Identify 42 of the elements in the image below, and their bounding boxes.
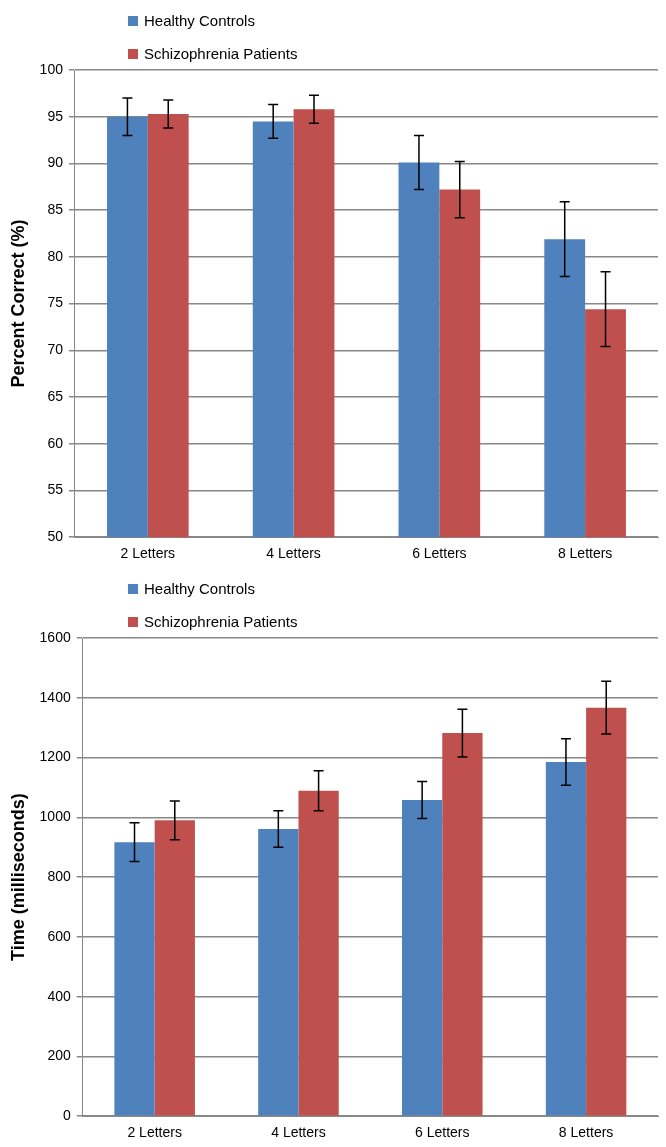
legend-label: Healthy Controls [144, 580, 255, 597]
bar [298, 790, 339, 1116]
x-tick-label: 4 Letters [271, 1124, 326, 1141]
x-tick-label: 6 Letters [412, 545, 467, 562]
y-tick-label: 80 [47, 247, 64, 264]
bar [402, 799, 443, 1116]
y-tick-label: 800 [47, 867, 71, 884]
y-tick-label: 60 [47, 434, 64, 451]
y-tick-label: 0 [62, 1107, 71, 1124]
y-axis-title: Percent Correct (%) [7, 219, 28, 388]
x-tick-label: 8 Letters [558, 1124, 614, 1141]
bar [442, 733, 483, 1116]
y-tick-label: 90 [47, 154, 64, 171]
x-tick-label: 6 Letters [415, 1124, 470, 1141]
x-tick-label: 8 Letters [557, 545, 613, 562]
bar [114, 842, 155, 1116]
y-tick-label: 55 [47, 481, 64, 498]
bar [258, 828, 299, 1116]
x-tick-label: 2 Letters [127, 1124, 182, 1141]
legend-label: Schizophrenia Patients [144, 45, 298, 62]
y-tick-label: 65 [47, 387, 64, 404]
y-axis-title: Time (milliseconds) [7, 793, 28, 961]
y-tick-label: 600 [47, 927, 71, 944]
legend-label: Healthy Controls [144, 12, 255, 29]
y-tick-label: 75 [47, 294, 64, 311]
bar [586, 707, 627, 1116]
bar [545, 762, 587, 1116]
y-tick-label: 1000 [39, 808, 71, 825]
y-tick-label: 50 [47, 528, 64, 545]
x-tick-label: 4 Letters [266, 545, 321, 562]
y-tick-label: 95 [47, 107, 64, 124]
y-tick-label: 100 [39, 60, 64, 77]
bar [154, 820, 195, 1116]
y-tick-label: 200 [47, 1047, 71, 1064]
x-tick-label: 2 Letters [120, 545, 176, 562]
y-tick-label: 1200 [39, 748, 71, 765]
y-tick-label: 1400 [39, 688, 71, 705]
y-tick-label: 70 [47, 341, 64, 358]
legend-label: Schizophrenia Patients [144, 613, 298, 630]
y-tick-label: 1600 [39, 628, 71, 645]
y-tick-label: 400 [47, 987, 71, 1004]
y-tick-label: 85 [47, 201, 64, 218]
